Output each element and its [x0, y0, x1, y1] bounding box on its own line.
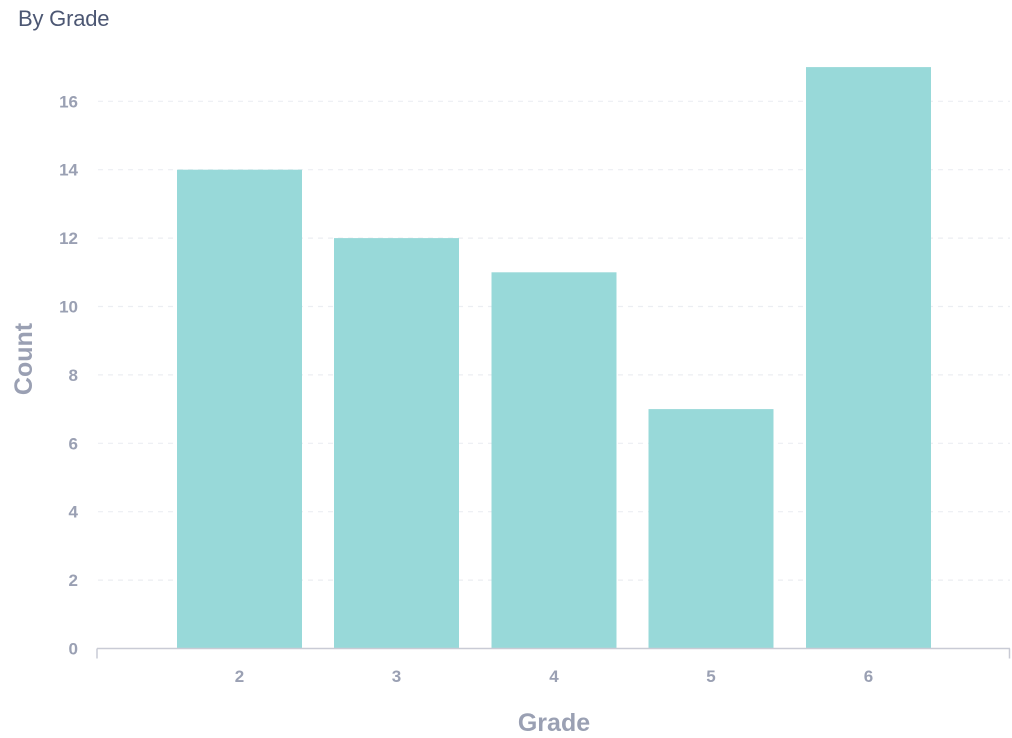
x-axis-title: Grade — [518, 709, 590, 737]
bar-2[interactable] — [177, 169, 302, 649]
y-axis-title: Count — [10, 322, 38, 395]
x-tick-label: 3 — [392, 667, 401, 686]
x-tick-label: 2 — [235, 667, 244, 686]
y-tick-label: 14 — [59, 161, 78, 180]
y-tick-label: 12 — [59, 229, 78, 248]
y-tick-labels: 0 2 4 6 8 10 12 14 16 — [59, 92, 78, 658]
y-tick-label: 16 — [59, 92, 78, 111]
bar-6[interactable] — [806, 67, 931, 649]
bar-3[interactable] — [334, 238, 459, 649]
y-tick-label: 10 — [59, 298, 78, 317]
chart-title: By Grade — [18, 6, 110, 31]
bar-5[interactable] — [648, 409, 774, 649]
y-tick-label: 6 — [69, 434, 78, 453]
bar-4[interactable] — [491, 272, 617, 649]
axes — [96, 647, 1011, 659]
y-tick-label: 2 — [69, 571, 78, 590]
y-tick-label: 0 — [69, 640, 78, 659]
x-tick-label: 4 — [549, 667, 559, 686]
x-tick-label: 6 — [864, 667, 873, 686]
bars — [177, 67, 931, 649]
y-tick-label: 4 — [69, 503, 79, 522]
x-tick-labels: 2 3 4 5 6 — [235, 667, 873, 686]
y-tick-label: 8 — [69, 366, 78, 385]
x-tick-label: 5 — [706, 667, 715, 686]
